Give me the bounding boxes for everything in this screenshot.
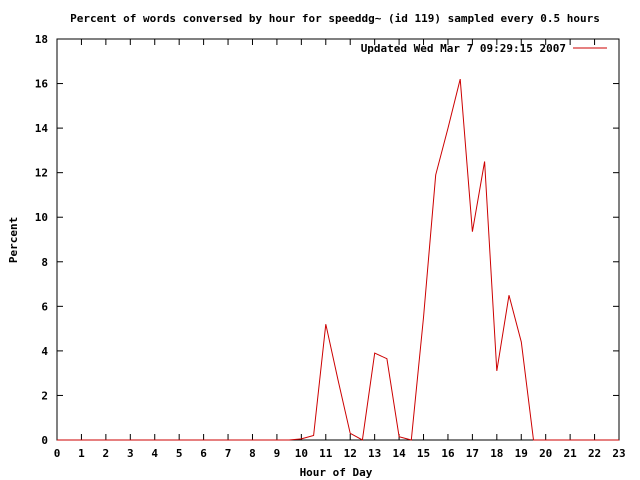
y-tick-label: 2 [41,389,48,402]
y-tick-label: 14 [35,122,49,135]
x-tick-label: 14 [392,447,406,460]
x-tick-label: 20 [539,447,552,460]
plot-axes [56,38,620,441]
x-tick-label: 13 [368,447,381,460]
y-tick-label: 18 [35,33,48,46]
x-tick-label: 7 [225,447,232,460]
y-tick-label: 16 [35,78,49,91]
x-tick-label: 4 [151,447,158,460]
x-tick-label: 21 [564,447,578,460]
y-tick-label: 0 [41,434,48,447]
x-tick-label: 10 [295,447,308,460]
x-axis-ticks: 0 1 2 3 4 5 6 7 8 9 10 11 12 13 14 15 16 17 18 19 20 21 22 23 [54,39,626,460]
x-tick-label: 11 [319,447,333,460]
series-line [57,78,619,441]
y-tick-label: 8 [41,256,48,269]
x-tick-label: 9 [274,447,281,460]
plot-frame [56,38,620,441]
x-tick-label: 17 [466,447,479,460]
series-layer [57,78,619,441]
x-tick-label: 19 [515,447,528,460]
x-tick-label: 16 [441,447,455,460]
y-tick-label: 10 [35,211,48,224]
x-tick-label: 1 [78,447,85,460]
y-tick-label: 6 [41,300,48,313]
x-tick-label: 23 [612,447,625,460]
y-tick-label: 12 [35,167,48,180]
x-tick-label: 3 [127,447,134,460]
x-tick-label: 22 [588,447,601,460]
legend-entry-label: Updated Wed Mar 7 09:29:15 2007 [361,42,566,55]
y-axis-label: Percent [7,217,20,263]
y-tick-label: 4 [41,345,48,358]
legend: Updated Wed Mar 7 09:29:15 2007 [361,42,607,55]
x-tick-label: 15 [417,447,430,460]
x-tick-label: 0 [54,447,61,460]
chart-title: Percent of words conversed by hour for s… [70,12,600,25]
x-tick-label: 5 [176,447,183,460]
x-tick-label: 8 [249,447,256,460]
x-tick-label: 6 [200,447,207,460]
x-tick-label: 12 [344,447,357,460]
x-axis-label: Hour of Day [300,466,373,479]
x-tick-label: 18 [490,447,503,460]
y-axis-ticks: 0 2 4 6 8 10 12 14 16 18 [35,33,619,447]
x-tick-label: 2 [103,447,110,460]
